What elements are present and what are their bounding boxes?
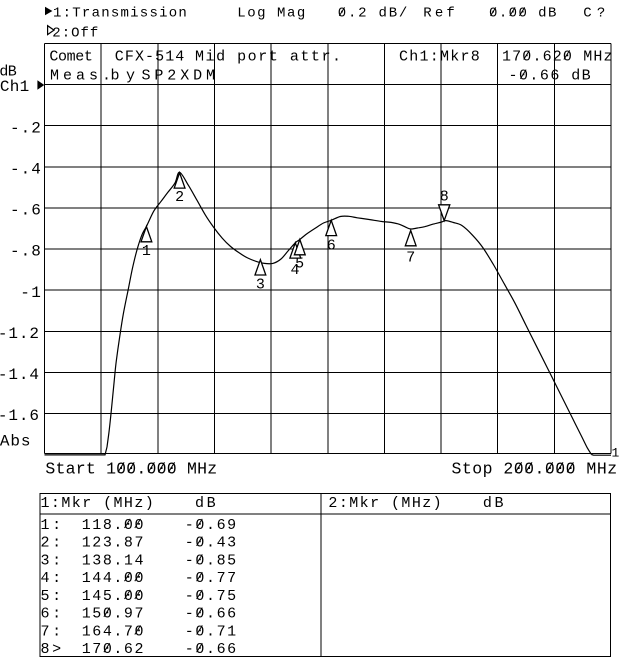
svg-text:-0.85: -0.85 [185,552,237,569]
svg-text:0.2 dB/: 0.2 dB/ [338,6,408,22]
svg-text:-.6: -.6 [10,202,41,220]
svg-text:0.00 dB: 0.00 dB [489,6,556,22]
svg-text:8: 8 [440,189,449,206]
svg-text:Comet: Comet [49,48,93,65]
svg-text:170.620 MHz: 170.620 MHz [502,48,613,65]
svg-text:-0.71: -0.71 [185,623,237,640]
svg-text:-0.75: -0.75 [185,588,237,605]
svg-text:-0.66: -0.66 [185,641,237,658]
svg-text:Log Mag: Log Mag [237,6,305,22]
svg-text:Mid port attr.: Mid port attr. [195,48,341,65]
svg-text:-0.66 dB: -0.66 dB [509,68,591,85]
svg-text:-.8: -.8 [10,243,41,261]
svg-text:145.00: 145.00 [82,588,144,605]
svg-text:-1: -1 [20,284,41,302]
svg-text:1: 1 [142,243,151,260]
svg-text:2:Mkr (MHz): 2:Mkr (MHz) [328,495,441,512]
svg-text:CFX-514: CFX-514 [115,48,185,65]
svg-text:150.97: 150.97 [82,606,144,623]
svg-text:dB: dB [0,64,17,81]
svg-text:-0.43: -0.43 [185,535,237,552]
svg-text:2: 2 [175,189,184,206]
svg-text:164.70: 164.70 [82,623,144,640]
svg-text:-0.66: -0.66 [185,606,237,623]
svg-text:-1.4: -1.4 [0,366,39,384]
svg-text:5: 5 [295,255,304,272]
svg-text:-1.6: -1.6 [0,407,39,425]
svg-text:4: 4 [290,262,299,279]
svg-text:118.00: 118.00 [82,517,144,534]
svg-text:Ch1:Mkr8: Ch1:Mkr8 [399,48,480,65]
svg-text:Ch1: Ch1 [0,78,29,96]
svg-text:Start 100.000 MHz: Start 100.000 MHz [45,459,217,478]
svg-text:1:Mkr (MHz): 1:Mkr (MHz) [41,495,154,512]
svg-text:170.62: 170.62 [82,641,144,658]
svg-text:138.14: 138.14 [82,552,144,569]
svg-text:3: 3 [256,277,265,294]
svg-text:7: 7 [406,250,415,267]
svg-text:Stop 200.000 MHz: Stop 200.000 MHz [452,459,618,478]
svg-text:-0.69: -0.69 [185,517,237,534]
svg-text:-.4: -.4 [10,160,41,178]
svg-text:Ref: Ref [423,6,455,22]
svg-text:1: 1 [612,446,620,461]
svg-text:1:Transmission: 1:Transmission [53,6,187,22]
svg-text:2:Off: 2:Off [52,25,98,41]
svg-text:Meas.: Meas. [50,68,111,85]
svg-text:-1.2: -1.2 [0,325,39,343]
svg-text:6: 6 [327,237,336,254]
svg-text:144.00: 144.00 [82,570,144,587]
svg-text:Abs: Abs [0,432,31,450]
svg-text:123.87: 123.87 [82,535,144,552]
svg-text:-0.77: -0.77 [185,570,237,587]
svg-text:-.2: -.2 [10,119,41,137]
